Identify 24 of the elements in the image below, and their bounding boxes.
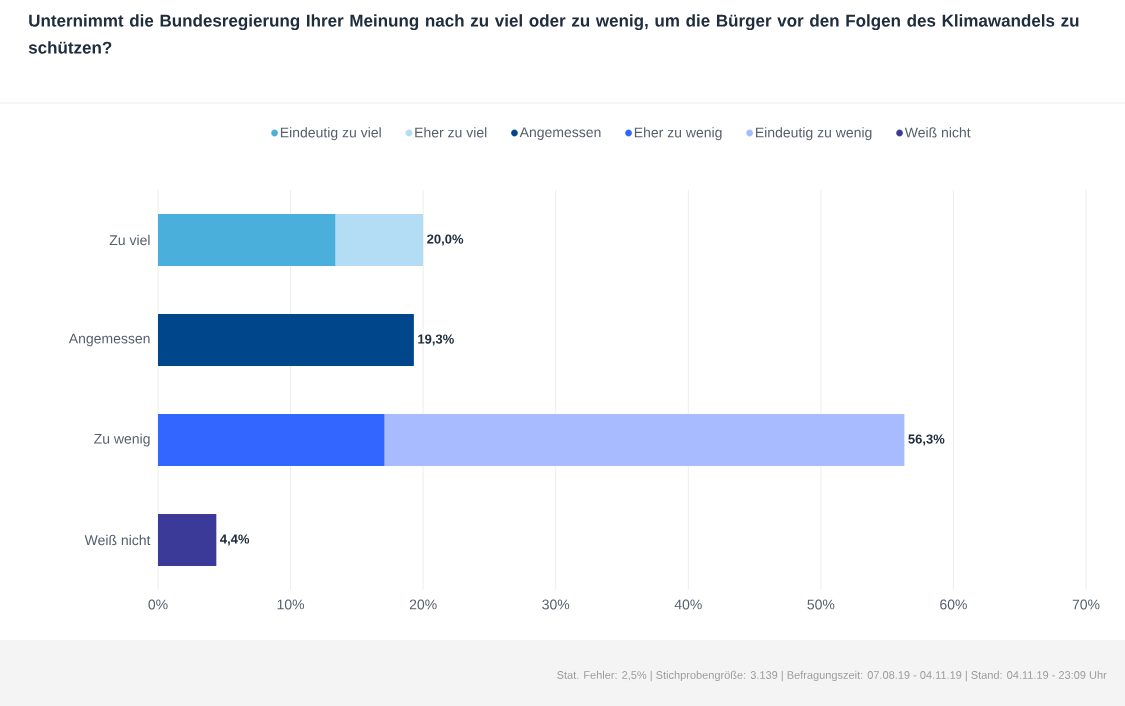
x-tick-label: 20%	[409, 599, 437, 610]
y-tick-label: Zu wenig	[94, 433, 150, 447]
y-tick-label: Zu viel	[109, 234, 150, 246]
chart-title: Unternimmt die Bundesregierung Ihrer Meinung nach zu viel oder zu wenig, um die Bürger vor den Folgen des Klimawandels zu schützen?	[28, 14, 1079, 54]
x-tick-label: 50%	[807, 599, 835, 610]
total-label: 20,0%	[427, 234, 464, 246]
y-tick-label: Angemessen	[68, 333, 150, 347]
x-tick-label: 40%	[674, 599, 702, 610]
total-label: 56,3%	[908, 434, 945, 446]
x-tick-label: 60%	[940, 599, 967, 610]
legend-label: Weiß nicht	[904, 127, 971, 138]
legend-label: Eher zu viel	[415, 127, 487, 138]
legend-label: Angemessen	[519, 127, 601, 140]
text: Stat. Fehler: 2,5% | Stichprobengröße: 3.139 | Befragungszeit: 07.08.19 - 04.11.19 | Stand: 04.11.19 - 23:09 Uhr	[557, 670, 1107, 682]
legend-label: Eher zu wenig	[634, 127, 722, 141]
x-tick-label: 0%	[148, 599, 168, 610]
legend-label: Eindeutig zu viel	[280, 127, 381, 141]
x-tick-label: 70%	[1072, 599, 1100, 610]
total-label: 19,3%	[418, 334, 454, 346]
total-label: 4,4%	[220, 534, 250, 546]
x-tick-label: 10%	[277, 599, 305, 610]
y-tick-label: Weiß nicht	[84, 534, 151, 546]
legend-label: Eindeutig zu wenig	[756, 127, 872, 141]
x-tick-label: 30%	[542, 599, 570, 610]
